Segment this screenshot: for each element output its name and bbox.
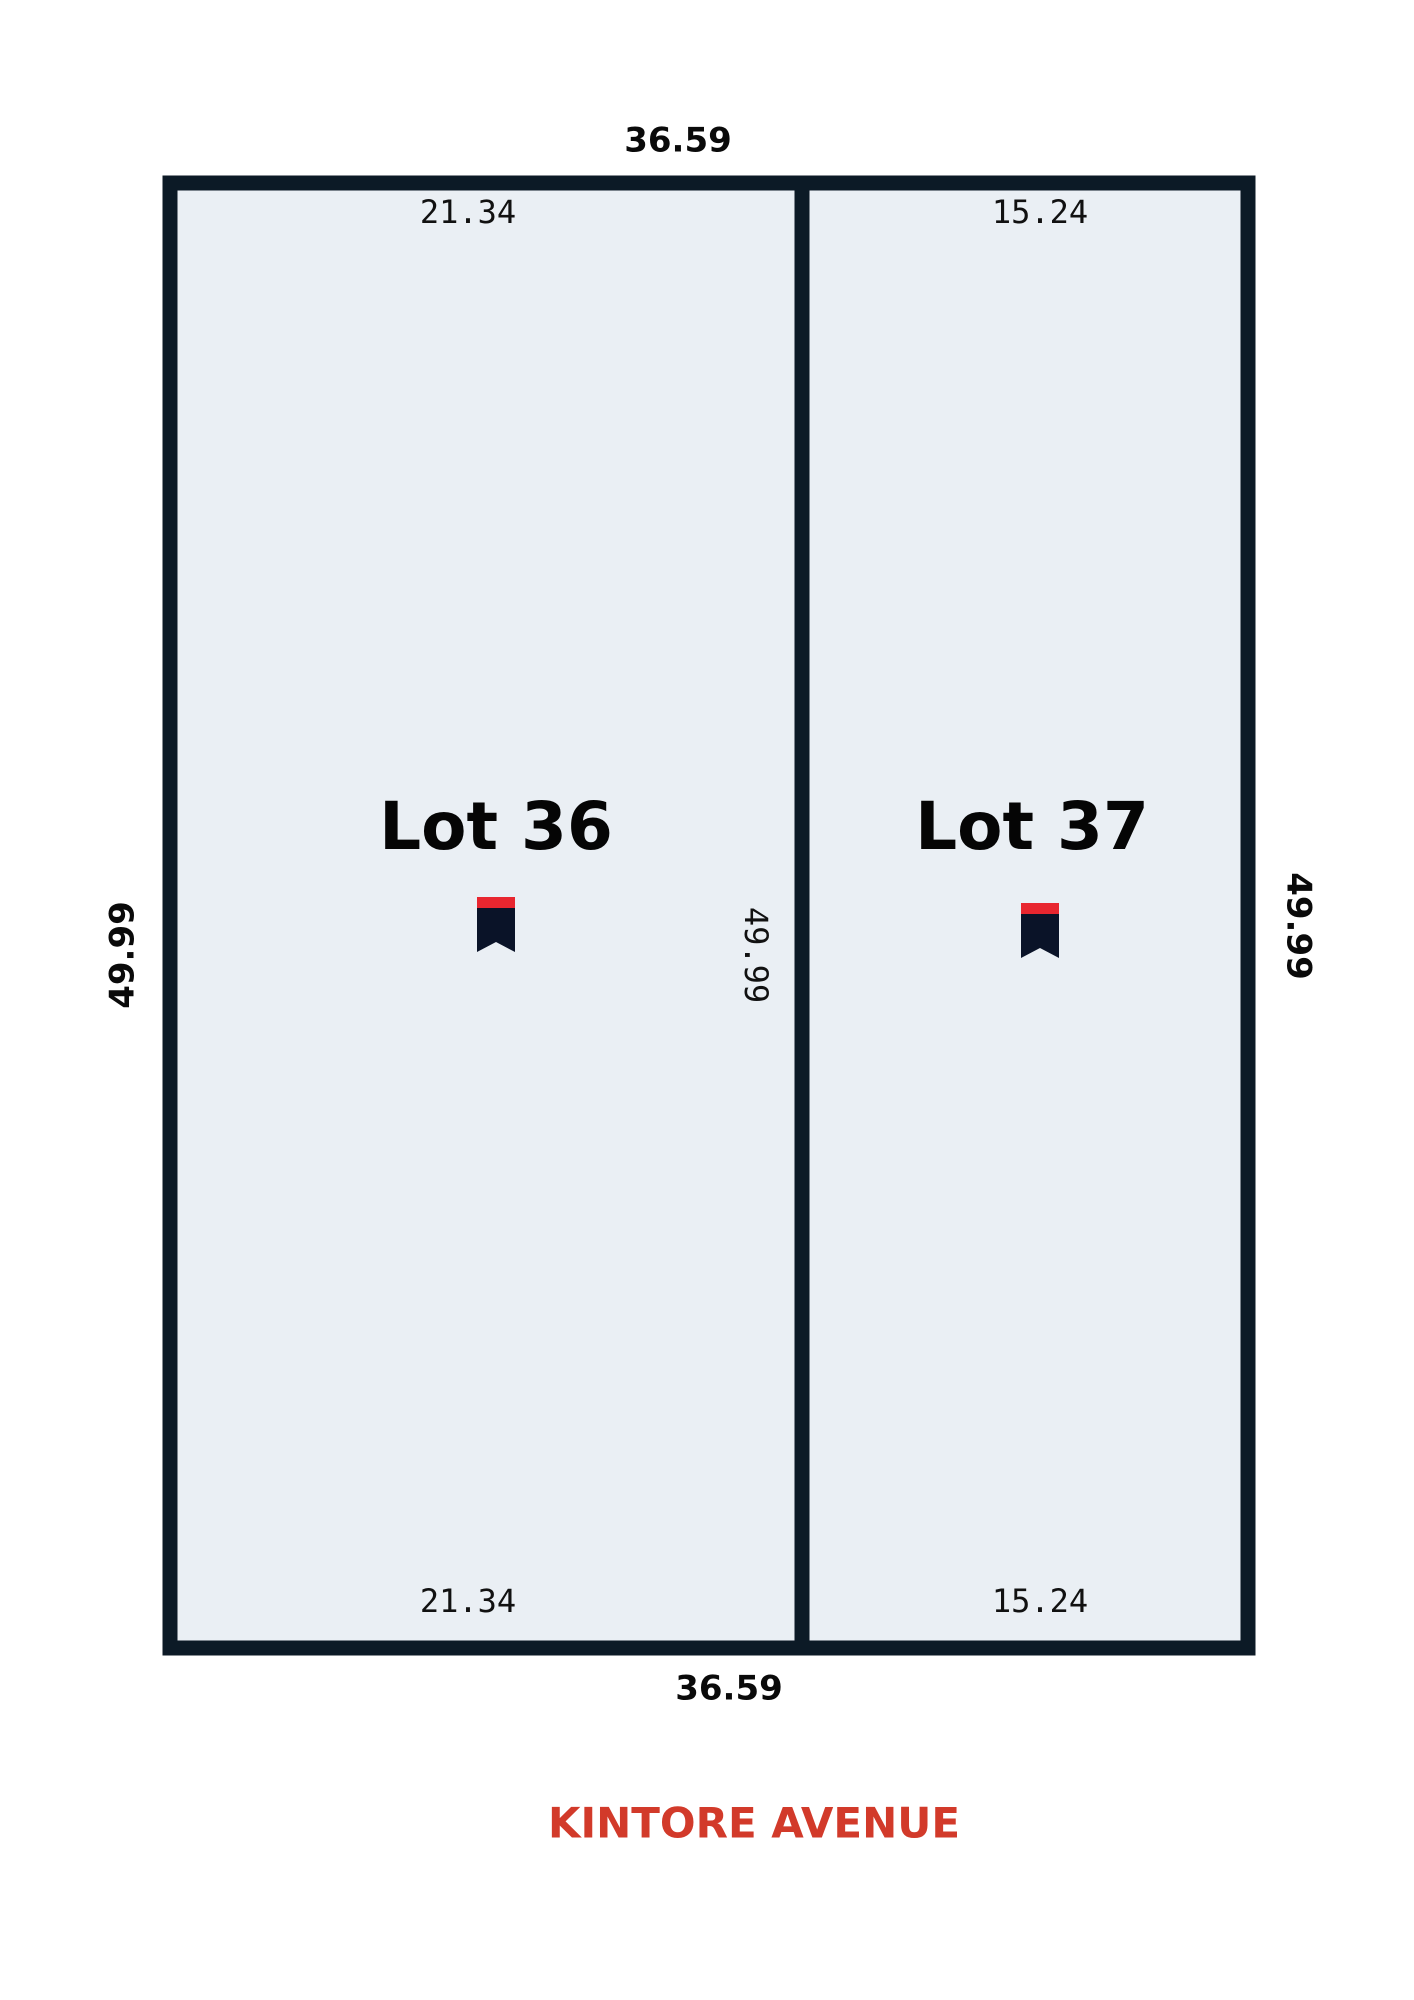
lot-name: Lot 37 bbox=[915, 788, 1149, 865]
top-dimension: 36.59 bbox=[624, 121, 732, 161]
left-dimension: 49.99 bbox=[103, 901, 143, 1009]
lot-name: Lot 36 bbox=[379, 788, 613, 865]
site-boundary bbox=[162, 175, 1256, 1656]
lot-marker bbox=[477, 897, 515, 952]
street-name: KINTORE AVENUE bbox=[548, 1799, 960, 1848]
lot-bottom-dimension: 21.34 bbox=[420, 1582, 516, 1620]
lot-bottom-dimension: 15.24 bbox=[992, 1582, 1088, 1620]
lot-top-dimension: 15.24 bbox=[992, 193, 1088, 231]
lot-marker bbox=[1021, 903, 1059, 958]
right-dimension: 49.99 bbox=[1279, 872, 1319, 980]
bottom-dimension: 36.59 bbox=[675, 1669, 783, 1709]
middle-dimension: 49.99 bbox=[737, 907, 775, 1003]
lot-top-dimension: 21.34 bbox=[420, 193, 516, 231]
